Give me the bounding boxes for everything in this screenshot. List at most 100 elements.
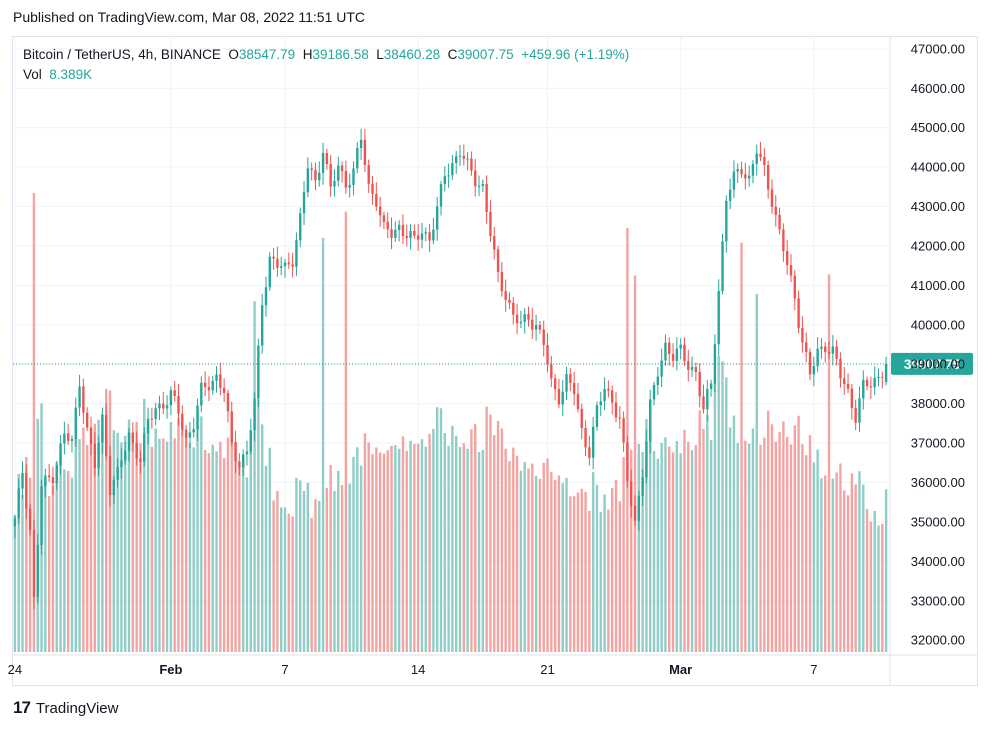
y-tick-label: 36000.00 — [911, 475, 965, 490]
volume-bar — [356, 447, 359, 652]
candle-body — [219, 374, 222, 388]
candle-body — [862, 379, 865, 399]
volume-bar — [337, 470, 340, 652]
volume-bar — [268, 447, 271, 652]
volume-bar — [112, 430, 116, 652]
candle-body — [519, 321, 523, 324]
volume-bar — [59, 451, 62, 652]
candle-body — [747, 175, 751, 179]
candle-body — [671, 353, 675, 361]
candle-body — [668, 342, 671, 354]
volume-bar — [565, 477, 568, 652]
candle-body — [591, 426, 595, 458]
candle-body — [363, 139, 367, 166]
chart-frame[interactable] — [12, 36, 978, 686]
candle-body — [675, 348, 679, 361]
volume-bar — [108, 390, 112, 652]
candle-body — [253, 398, 256, 431]
candle-body — [291, 264, 294, 267]
volume-bar — [690, 450, 694, 652]
candle-body — [630, 481, 633, 507]
candle-body — [401, 224, 405, 237]
volume-bar — [584, 491, 587, 652]
volume-bar — [150, 446, 154, 652]
volume-bar — [736, 443, 739, 652]
volume-bar — [169, 421, 173, 652]
candle-body — [257, 345, 260, 399]
volume-bar — [633, 275, 637, 652]
candle-body — [416, 235, 420, 240]
volume-bar — [276, 491, 279, 652]
volume-bar — [101, 414, 104, 652]
candle-body — [873, 378, 876, 388]
volume-bar — [124, 435, 127, 652]
candle-body — [184, 429, 188, 438]
high-value: 39186.58 — [312, 47, 369, 62]
volume-bar — [127, 419, 131, 652]
candle-body — [272, 256, 275, 259]
volume-bar — [572, 496, 576, 652]
candle-body — [584, 428, 587, 448]
volume-bar — [173, 438, 176, 652]
candle-body — [55, 465, 58, 484]
volume-bar — [74, 423, 77, 652]
volume-bar — [401, 436, 405, 652]
candle-body — [652, 385, 656, 400]
candle-body — [280, 266, 283, 268]
volume-bar — [542, 462, 545, 652]
candle-body — [770, 189, 774, 207]
open-label: O — [228, 47, 239, 62]
candle-body — [302, 192, 306, 214]
volume-bar — [432, 429, 435, 652]
candle-body — [531, 319, 534, 330]
candle-body — [234, 442, 237, 462]
candle-body — [827, 352, 831, 354]
volume-bar — [607, 509, 610, 652]
volume-bar — [428, 433, 431, 652]
volume-bar — [184, 436, 188, 652]
volume-bar — [489, 414, 492, 652]
candle-body — [884, 363, 888, 383]
volume-bar — [363, 433, 367, 652]
volume-bar — [618, 501, 621, 652]
candle-body — [637, 495, 641, 521]
candle-body — [808, 351, 812, 375]
volume-bar — [413, 443, 416, 652]
volume-bar — [512, 447, 515, 652]
candle-body — [527, 314, 530, 320]
candle-body — [428, 232, 431, 241]
volume-row: Vol 8.389K — [23, 65, 629, 85]
volume-bar — [394, 445, 397, 652]
candle-body — [397, 224, 401, 230]
volume-bar — [706, 415, 709, 652]
volume-bar — [580, 488, 583, 652]
candle-body — [744, 174, 747, 179]
candle-body — [485, 183, 488, 212]
candle-body — [420, 233, 424, 240]
volume-bar — [295, 477, 298, 652]
tradingview-logo-icon: 17 — [13, 698, 31, 717]
x-tick-label: Feb — [159, 662, 182, 677]
tradingview-footer[interactable]: 17 TradingView — [13, 698, 118, 718]
volume-bar — [812, 462, 816, 652]
volume-bar — [770, 424, 774, 652]
candle-body — [854, 407, 857, 423]
volume-bar — [302, 490, 306, 652]
volume-bar — [283, 507, 287, 652]
candle-body — [846, 383, 850, 389]
candle-body — [321, 153, 325, 173]
candle-body — [112, 479, 116, 496]
volume-bar — [226, 437, 230, 652]
candle-body — [603, 388, 606, 402]
symbol-title: Bitcoin / TetherUS, 4h, BINANCE — [23, 47, 221, 62]
volume-bar — [348, 483, 351, 652]
candle-body — [192, 429, 195, 433]
price-candles — [13, 128, 888, 609]
candle-body — [63, 433, 66, 444]
candle-body — [683, 344, 686, 362]
candle-body — [17, 488, 20, 519]
candle-body — [93, 443, 96, 469]
volume-bar — [238, 466, 241, 652]
x-tick-label: 21 — [540, 662, 554, 677]
